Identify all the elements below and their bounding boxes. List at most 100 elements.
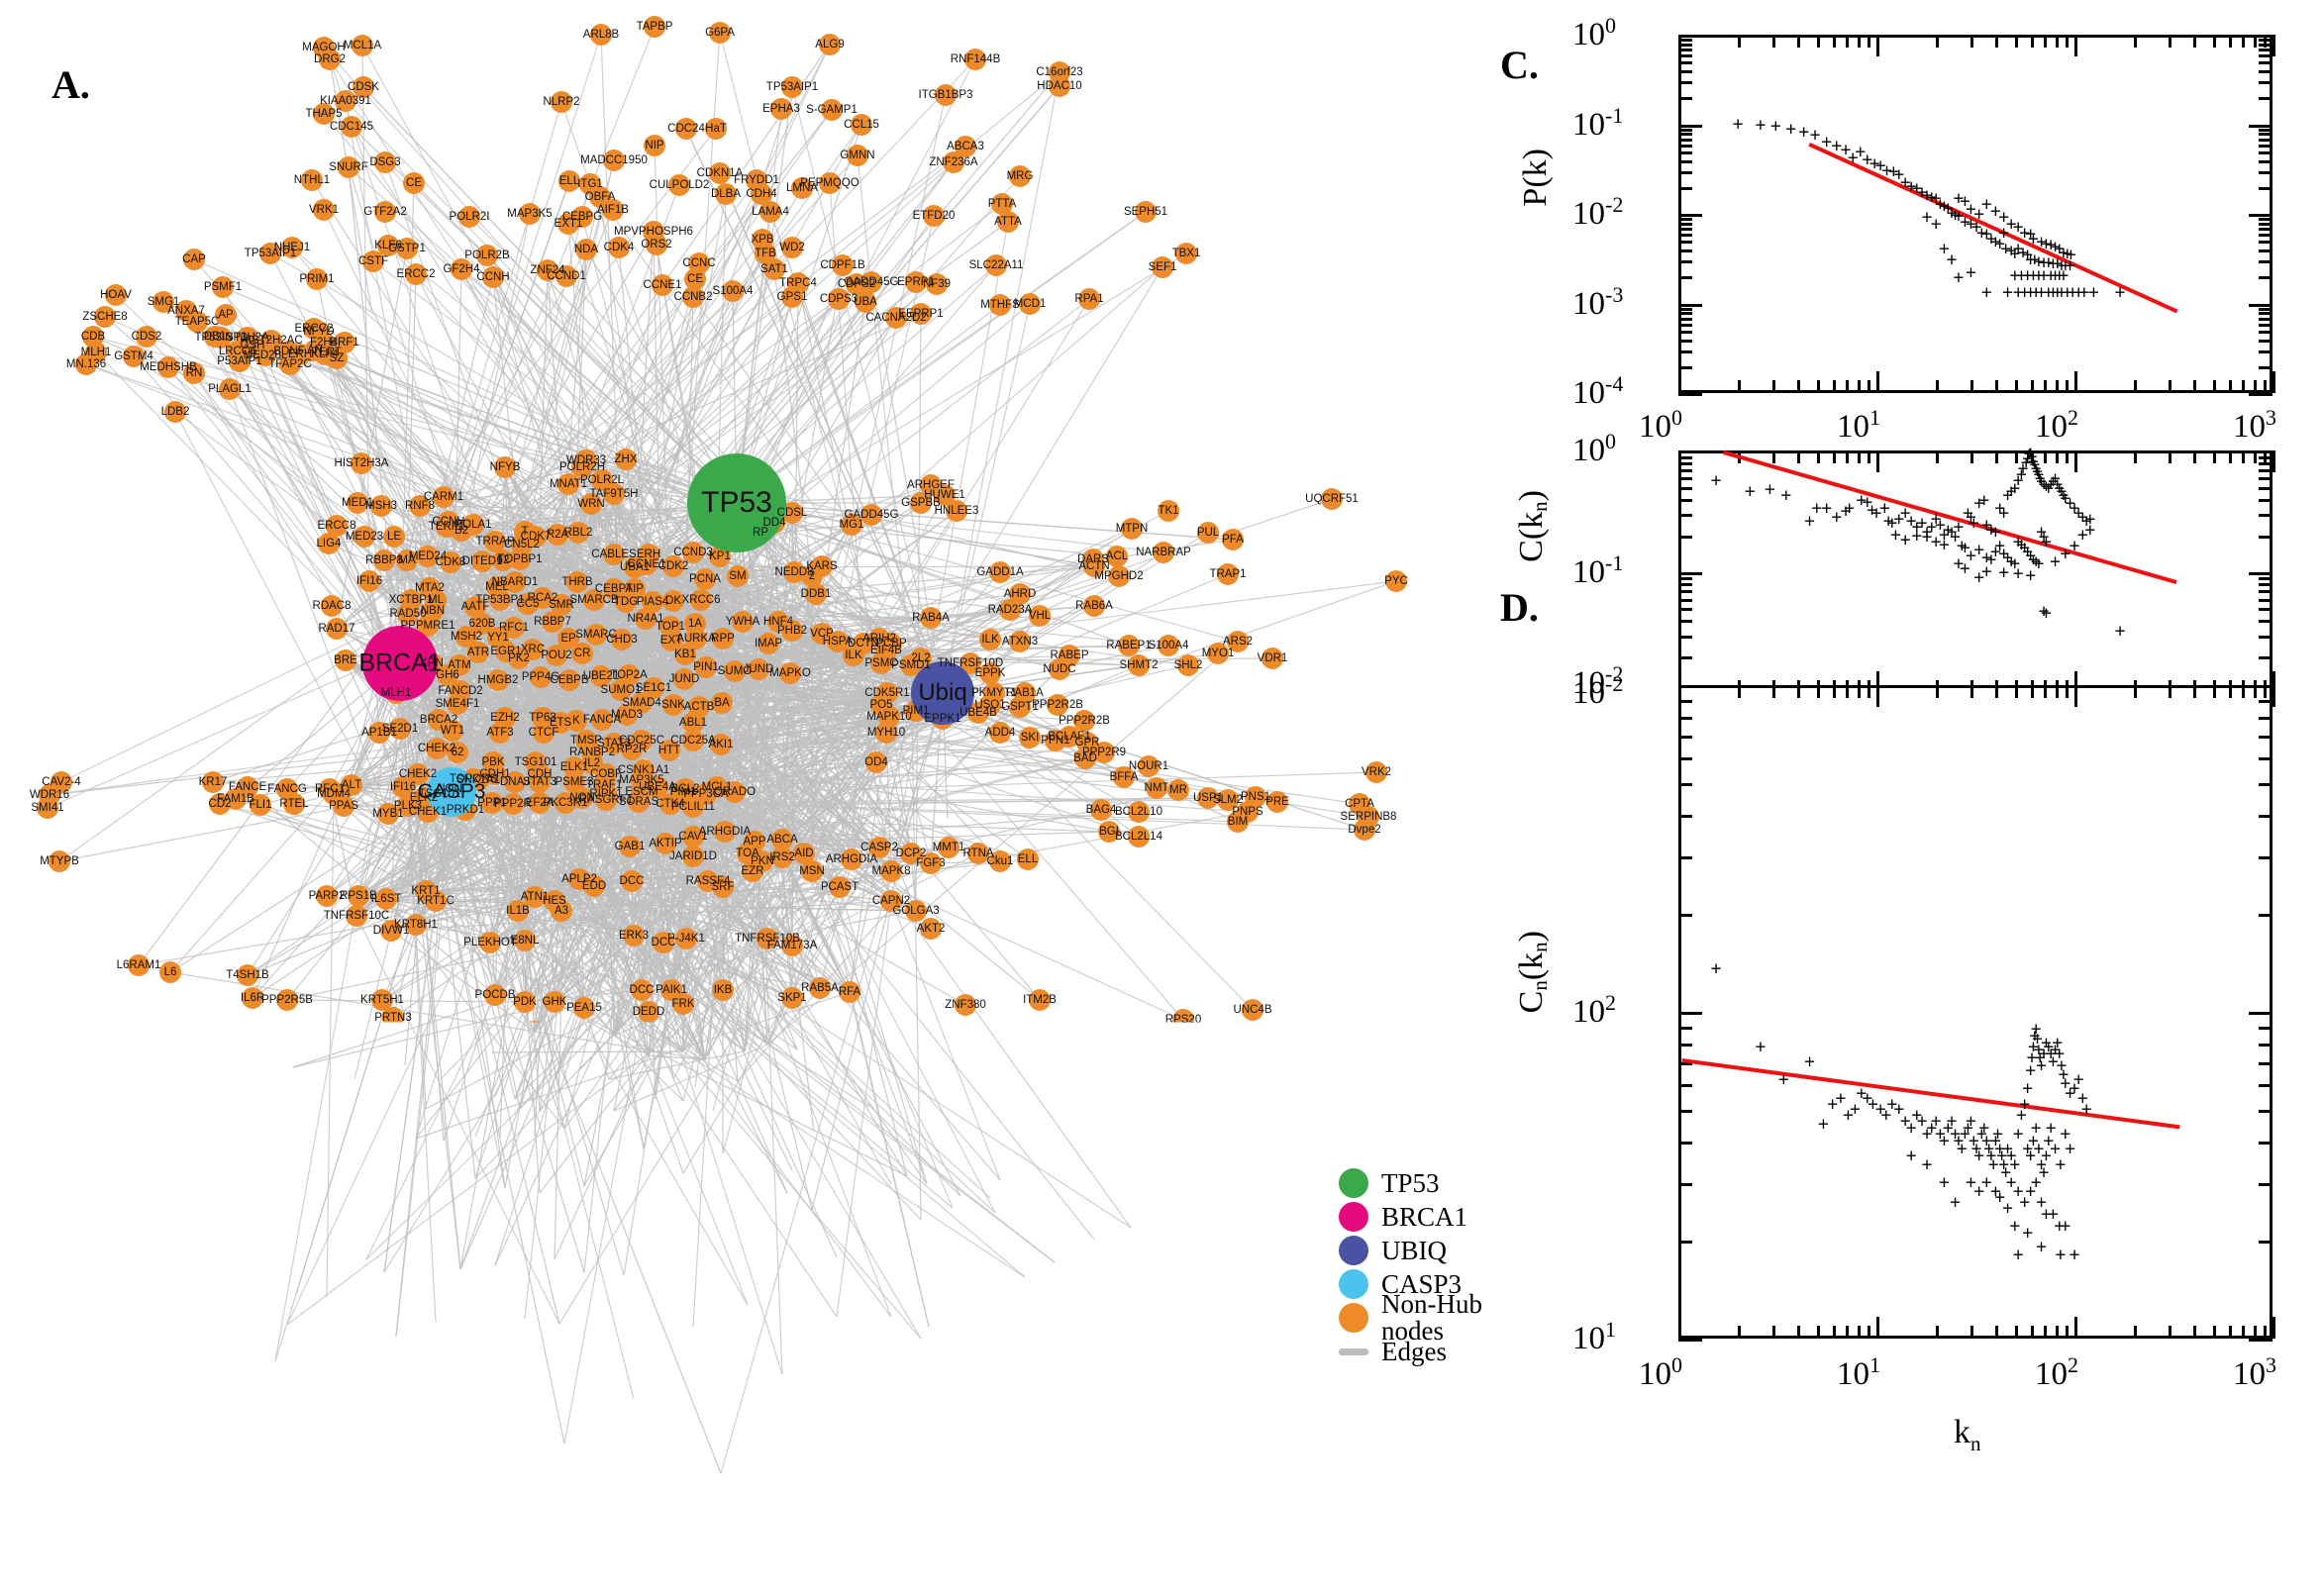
network-node[interactable] xyxy=(1158,635,1179,656)
network-node[interactable] xyxy=(152,291,174,313)
network-node[interactable] xyxy=(832,254,854,276)
network-node[interactable] xyxy=(546,645,567,666)
network-node[interactable] xyxy=(397,603,419,625)
network-node[interactable] xyxy=(227,341,249,362)
network-node[interactable] xyxy=(1207,643,1229,664)
network-node[interactable] xyxy=(281,237,303,258)
network-node[interactable] xyxy=(352,35,373,56)
network-node[interactable] xyxy=(358,570,380,592)
network-node[interactable] xyxy=(858,1096,880,1118)
network-node[interactable] xyxy=(672,781,694,803)
network-node[interactable] xyxy=(316,885,338,907)
network-node[interactable] xyxy=(828,288,850,310)
network-node[interactable] xyxy=(1217,563,1239,585)
network-node[interactable] xyxy=(530,666,552,688)
network-node[interactable] xyxy=(709,22,731,44)
network-node[interactable] xyxy=(259,243,281,264)
network-node[interactable] xyxy=(712,979,734,1001)
network-node[interactable] xyxy=(690,589,712,611)
network-node[interactable] xyxy=(157,356,179,378)
network-node[interactable] xyxy=(645,1088,666,1110)
network-node[interactable] xyxy=(997,211,1019,233)
network-node[interactable] xyxy=(484,531,506,552)
network-node[interactable] xyxy=(489,1126,511,1147)
network-node[interactable] xyxy=(1047,694,1068,716)
network-node[interactable] xyxy=(551,91,572,113)
network-node[interactable] xyxy=(905,900,927,922)
network-node[interactable] xyxy=(186,311,208,333)
network-node[interactable] xyxy=(638,1045,659,1066)
network-node[interactable] xyxy=(382,1007,404,1029)
network-node[interactable] xyxy=(918,1316,940,1338)
network-node[interactable] xyxy=(851,114,872,136)
network-node[interactable] xyxy=(613,1264,635,1286)
network-node[interactable] xyxy=(389,718,411,740)
hub-node-casp3[interactable] xyxy=(427,767,476,817)
network-node[interactable] xyxy=(1354,819,1375,841)
network-node[interactable] xyxy=(1098,821,1120,843)
network-node[interactable] xyxy=(348,885,369,907)
network-node[interactable] xyxy=(585,624,607,646)
network-node[interactable] xyxy=(920,852,942,874)
network-node[interactable] xyxy=(533,722,555,744)
network-node[interactable] xyxy=(219,378,241,400)
network-node[interactable] xyxy=(979,662,1001,684)
network-node[interactable] xyxy=(662,694,684,716)
network-node[interactable] xyxy=(355,1248,377,1270)
network-node[interactable] xyxy=(603,1025,625,1047)
network-node[interactable] xyxy=(566,571,588,593)
network-node[interactable] xyxy=(94,306,116,328)
network-node[interactable] xyxy=(868,837,890,858)
network-node[interactable] xyxy=(880,860,902,882)
network-node[interactable] xyxy=(368,722,390,744)
network-node[interactable] xyxy=(1019,293,1041,315)
network-node[interactable] xyxy=(964,49,986,70)
network-node[interactable] xyxy=(989,850,1011,872)
network-node[interactable] xyxy=(571,643,593,664)
network-node[interactable] xyxy=(373,1261,395,1283)
network-node[interactable] xyxy=(668,174,690,196)
network-node[interactable] xyxy=(494,456,516,478)
network-node[interactable] xyxy=(544,1248,565,1270)
network-node[interactable] xyxy=(524,1021,546,1043)
network-node[interactable] xyxy=(829,876,851,898)
network-node[interactable] xyxy=(673,668,695,690)
network-node[interactable] xyxy=(558,669,580,691)
network-node[interactable] xyxy=(910,303,932,325)
network-node[interactable] xyxy=(644,135,665,156)
network-node[interactable] xyxy=(771,1363,793,1385)
network-node[interactable] xyxy=(1014,682,1036,704)
hub-node-tp53[interactable] xyxy=(687,453,786,552)
network-node[interactable] xyxy=(786,1039,808,1060)
network-node[interactable] xyxy=(383,526,405,548)
network-node[interactable] xyxy=(450,1258,471,1280)
network-node[interactable] xyxy=(440,551,461,573)
network-node[interactable] xyxy=(202,771,224,793)
network-node[interactable] xyxy=(417,546,439,567)
network-node[interactable] xyxy=(159,961,181,983)
network-node[interactable] xyxy=(537,259,558,281)
network-node[interactable] xyxy=(674,644,696,665)
network-node[interactable] xyxy=(573,997,595,1019)
network-node[interactable] xyxy=(409,495,431,517)
network-node[interactable] xyxy=(458,206,480,228)
network-node[interactable] xyxy=(1385,570,1407,592)
network-node[interactable] xyxy=(484,1254,506,1276)
network-node[interactable] xyxy=(1017,848,1039,870)
network-node[interactable] xyxy=(415,1098,437,1120)
network-node[interactable] xyxy=(430,1068,452,1090)
network-node[interactable] xyxy=(1044,1251,1065,1273)
network-node[interactable] xyxy=(547,524,568,546)
network-node[interactable] xyxy=(451,520,472,542)
network-node[interactable] xyxy=(662,555,684,577)
network-node[interactable] xyxy=(1049,75,1070,97)
network-node[interactable] xyxy=(1029,605,1051,627)
network-node[interactable] xyxy=(633,1138,655,1159)
network-node[interactable] xyxy=(598,1068,620,1090)
network-node[interactable] xyxy=(695,783,717,805)
network-node[interactable] xyxy=(682,826,704,848)
network-node[interactable] xyxy=(1217,789,1239,811)
network-node[interactable] xyxy=(128,954,150,976)
network-node[interactable] xyxy=(283,793,305,815)
network-node[interactable] xyxy=(1082,549,1104,570)
